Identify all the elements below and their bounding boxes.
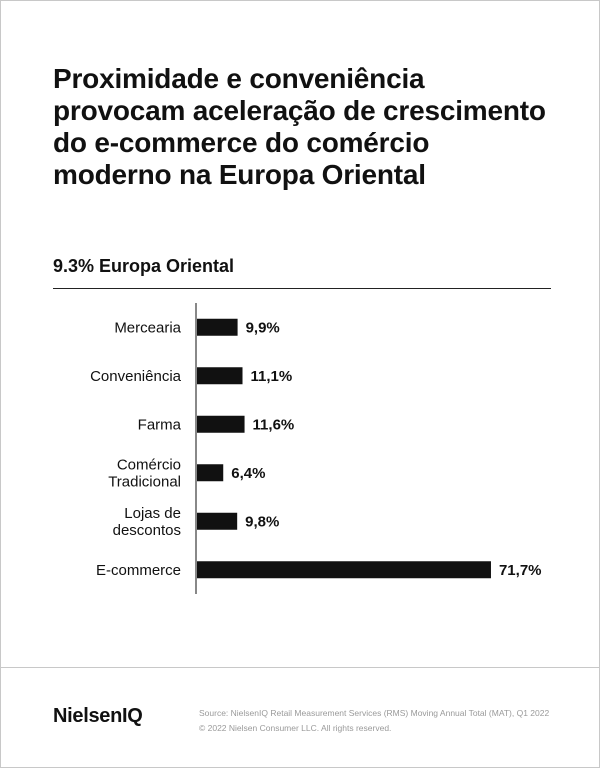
copyright-line: © 2022 Nielsen Consumer LLC. All rights … — [199, 723, 392, 733]
bar — [197, 561, 491, 579]
category-label: Lojas de descontos — [113, 505, 181, 539]
value-label: 11,1% — [251, 368, 293, 385]
chart-title: Proximidade e conveniência provocam acel… — [53, 63, 546, 190]
bar — [197, 512, 238, 530]
value-label: 6,4% — [231, 465, 265, 482]
footer-divider — [1, 667, 600, 668]
bar — [197, 415, 245, 433]
header-rule — [53, 288, 551, 289]
category-label: Comércio Tradicional — [108, 456, 181, 490]
source-note: Source: NielsenIQ Retail Measurement Ser… — [199, 706, 579, 736]
chart-subtitle: 9.3% Europa Oriental — [53, 256, 235, 276]
value-label: 9,8% — [245, 513, 279, 530]
bar — [197, 367, 243, 385]
value-label: 71,7% — [499, 562, 542, 579]
bar — [197, 318, 238, 336]
value-label: 11,6% — [253, 416, 295, 433]
source-line: Source: NielsenIQ Retail Measurement Ser… — [199, 708, 550, 718]
category-label: Farma — [138, 416, 182, 433]
bar — [197, 464, 224, 482]
category-label: Conveniência — [90, 368, 182, 385]
value-label: 9,9% — [246, 319, 280, 336]
category-label: E-commerce — [96, 562, 181, 579]
bar-chart: 9,9% Mercearia 11,1% Conveniência 11,6% Farma… — [90, 303, 542, 594]
nielseniq-logo: NielsenIQ — [53, 705, 143, 727]
category-label: Mercearia — [114, 319, 181, 336]
